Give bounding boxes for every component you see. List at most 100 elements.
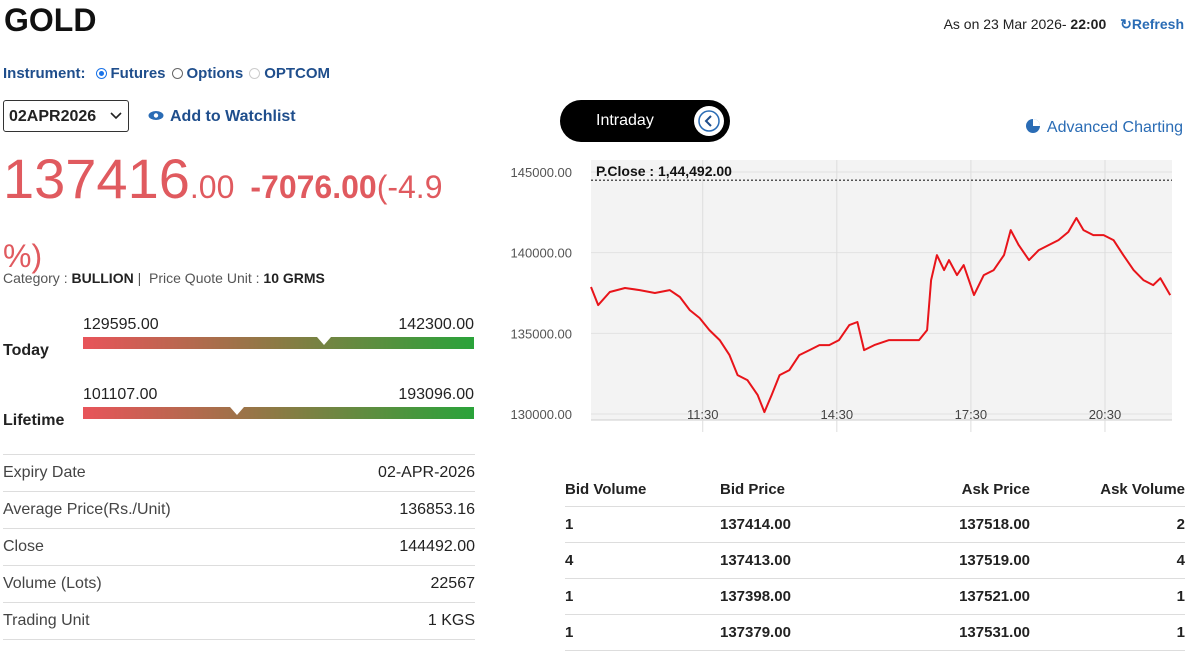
detail-label: Expiry Date xyxy=(3,454,303,492)
book-cell: 137531.00 xyxy=(870,614,1030,651)
book-cell: 137398.00 xyxy=(720,578,870,615)
chart: 130000.00 135000.00 140000.00 145000.00 11:3… xyxy=(511,160,1172,432)
category: Category : BULLION | Price Quote Unit : … xyxy=(3,270,325,286)
x-tick-label: 20:30 xyxy=(1089,407,1122,422)
watchlist-label[interactable]: Add to Watchlist xyxy=(170,108,296,125)
chevron xyxy=(110,112,122,120)
radio-label[interactable]: Options xyxy=(186,65,244,82)
book-cell: 1 xyxy=(1030,578,1185,615)
pie-icon xyxy=(1025,119,1040,133)
range-marker xyxy=(230,407,245,415)
detail-row: Volume (Lots) 22567 xyxy=(3,565,475,603)
price-line xyxy=(590,217,1172,414)
refresh[interactable]: ↻Refresh xyxy=(1120,16,1184,32)
detail-value: 144492.00 xyxy=(302,528,475,566)
detail-row: Close 144492.00 xyxy=(3,528,475,566)
detail-value: 1 KGS xyxy=(302,602,475,640)
detail-value: 22567 xyxy=(302,565,475,603)
radio-label[interactable]: Futures xyxy=(110,65,166,82)
detail-label: Close xyxy=(3,528,303,566)
range-low: 129595.00 xyxy=(83,316,159,333)
book-cell: 1 xyxy=(1030,614,1185,651)
instrument: Instrument: Futures Options OPTCOM xyxy=(3,65,330,82)
range-high: 142300.00 xyxy=(398,316,474,333)
radio-button[interactable] xyxy=(95,68,107,79)
as-on-date: As on 23 Mar 2026- xyxy=(943,16,1067,32)
x-tick-label: 14:30 xyxy=(821,407,854,422)
book-cell: 137414.00 xyxy=(720,506,870,543)
book-cell: 1 xyxy=(565,614,720,651)
y-tick-label: 145000.00 xyxy=(511,165,572,180)
column-header: Bid Price xyxy=(720,472,870,507)
advanced-label[interactable]: Advanced Charting xyxy=(1046,119,1183,136)
change-pct: (-4.9 %) xyxy=(3,169,443,274)
category-label: Category : xyxy=(3,270,68,286)
y-tick-label: 135000.00 xyxy=(511,326,572,341)
book-cell: 2 xyxy=(1030,506,1185,543)
pclose-label: P.Close : 1,44,492.00 xyxy=(596,163,732,179)
radio-button[interactable] xyxy=(249,68,261,79)
plot-area xyxy=(591,160,1172,420)
range-high: 193096.00 xyxy=(398,386,474,403)
range-name: Today xyxy=(3,342,49,359)
column-header: Ask Price xyxy=(870,472,1030,507)
book-cell: 137521.00 xyxy=(870,578,1030,615)
price: 137416.00 xyxy=(3,147,235,210)
book-cell: 1 xyxy=(565,578,720,615)
book-cell: 137413.00 xyxy=(720,542,870,579)
book-row: 1 137398.00 137521.00 1 xyxy=(565,578,1185,615)
detail-row: Average Price(Rs./Unit) 136853.16 xyxy=(3,491,475,529)
toggle-knob[interactable] xyxy=(694,106,724,136)
book-cell: 137518.00 xyxy=(870,506,1030,543)
unit-value: 10 GRMS xyxy=(263,270,325,286)
column-header: Bid Volume xyxy=(565,472,720,507)
book-cell: 4 xyxy=(1030,542,1185,579)
detail-row: Trading Unit 1 KGS xyxy=(3,602,475,640)
book-cell: 1 xyxy=(565,506,720,543)
radio-label[interactable]: OPTCOM xyxy=(264,65,331,82)
category-value: BULLION xyxy=(71,270,134,286)
refresh-label[interactable]: Refresh xyxy=(1131,16,1184,32)
range-bar xyxy=(83,337,474,349)
intraday-toggle[interactable]: Intraday xyxy=(560,100,730,142)
as-on-time: 22:00 xyxy=(1070,16,1107,32)
watchlist[interactable]: Add to Watchlist xyxy=(148,108,296,126)
instrument-options: Futures Options OPTCOM xyxy=(90,65,331,82)
expiry-value[interactable]: 02APR2026 xyxy=(9,108,97,125)
detail-label: Volume (Lots) xyxy=(3,565,303,603)
tab-label[interactable]: Intraday xyxy=(596,112,654,129)
order-book: Bid Volume Bid Price Ask Price Ask Volume 1 1… xyxy=(565,472,1185,651)
y-tick-label: 130000.00 xyxy=(511,407,572,422)
detail-row: Expiry Date 02-APR-2026 xyxy=(3,454,475,492)
book-cell: 137379.00 xyxy=(720,614,870,651)
book-cell: 4 xyxy=(565,542,720,579)
quote: 137416.00 -7076.00(-4.9 %) xyxy=(3,148,473,294)
change: -7076.00 xyxy=(250,169,377,205)
detail-value: 02-APR-2026 xyxy=(302,454,475,492)
eye-icon xyxy=(148,111,164,120)
x-tick-label: 11:30 xyxy=(687,407,719,422)
detail-value: 136853.16 xyxy=(302,491,475,529)
y-tick-label: 140000.00 xyxy=(511,246,572,261)
expiry-select[interactable]: 02APR2026 xyxy=(3,100,129,132)
detail-label: Trading Unit xyxy=(3,602,303,640)
title: GOLD xyxy=(4,2,97,38)
range-bar xyxy=(83,407,474,419)
range-low: 101107.00 xyxy=(83,386,158,403)
x-tick-label: 17:30 xyxy=(955,407,988,422)
chevron-left xyxy=(698,110,720,132)
column-header: Ask Volume xyxy=(1030,472,1185,507)
instrument-label: Instrument: xyxy=(3,65,86,82)
range-marker xyxy=(316,337,331,345)
detail-label: Average Price(Rs./Unit) xyxy=(3,491,303,529)
as-on: As on 23 Mar 2026- 22:00 ↻Refresh xyxy=(944,16,1184,33)
range-name: Lifetime xyxy=(3,412,65,429)
radio-button[interactable] xyxy=(171,68,183,79)
advanced-charting[interactable]: Advanced Charting xyxy=(1025,118,1183,137)
unit-label: Price Quote Unit : xyxy=(149,270,260,286)
book-cell: 137519.00 xyxy=(870,542,1030,579)
book-row: 1 137379.00 137531.00 1 xyxy=(565,614,1185,651)
book-row: 4 137413.00 137519.00 4 xyxy=(565,542,1185,579)
details-table: Expiry Date 02-APR-2026 Average Price(Rs./… xyxy=(3,454,475,640)
